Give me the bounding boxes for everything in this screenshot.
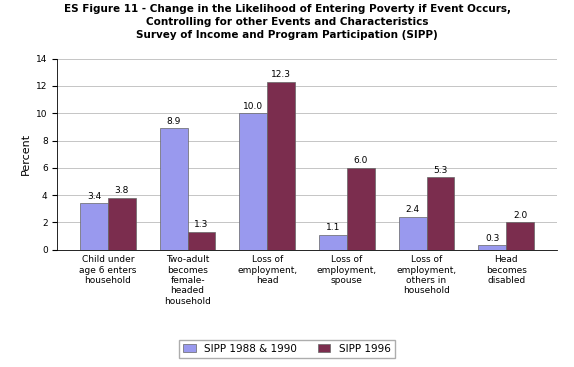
- Text: 2.4: 2.4: [406, 206, 420, 214]
- Bar: [347, 168, 375, 250]
- Text: 8.9: 8.9: [166, 117, 181, 126]
- Text: 1.3: 1.3: [195, 221, 209, 229]
- Y-axis label: Percent: Percent: [21, 133, 30, 175]
- Text: 10.0: 10.0: [243, 102, 263, 111]
- Text: 1.1: 1.1: [326, 223, 340, 232]
- Bar: [319, 235, 347, 250]
- Legend: SIPP 1988 & 1990, SIPP 1996: SIPP 1988 & 1990, SIPP 1996: [179, 340, 395, 358]
- Text: 5.3: 5.3: [433, 166, 448, 175]
- Bar: [160, 128, 188, 250]
- Bar: [426, 177, 455, 250]
- Text: 6.0: 6.0: [354, 156, 368, 165]
- Bar: [108, 198, 136, 250]
- Text: 12.3: 12.3: [271, 70, 291, 79]
- Bar: [239, 113, 267, 250]
- Bar: [188, 232, 215, 250]
- Bar: [80, 203, 108, 250]
- Text: 0.3: 0.3: [485, 234, 499, 243]
- Bar: [478, 246, 506, 250]
- Bar: [267, 82, 295, 250]
- Text: 3.4: 3.4: [87, 192, 101, 201]
- Bar: [506, 222, 534, 250]
- Text: 2.0: 2.0: [513, 211, 528, 220]
- Text: 3.8: 3.8: [115, 186, 129, 195]
- Text: ES Figure 11 - Change in the Likelihood of Entering Poverty if Event Occurs,
Con: ES Figure 11 - Change in the Likelihood …: [64, 4, 510, 40]
- Bar: [399, 217, 426, 250]
